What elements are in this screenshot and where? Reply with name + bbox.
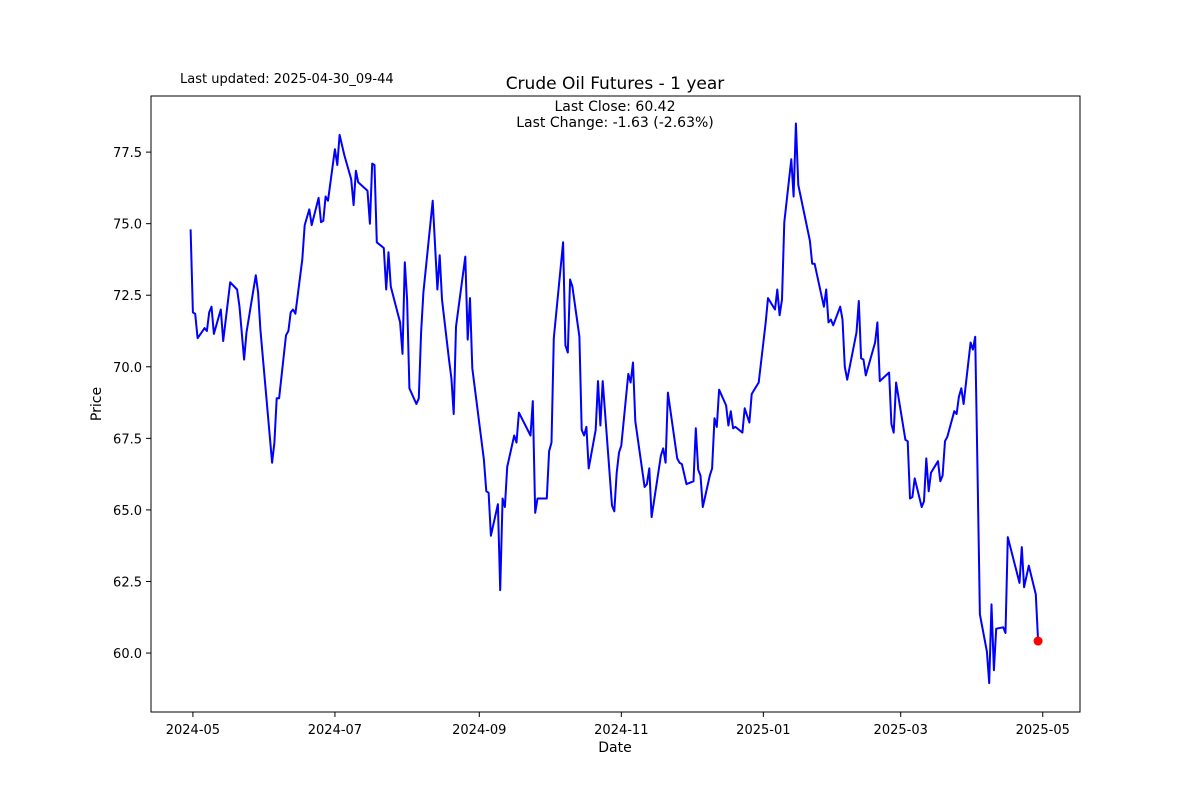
price-series-line — [189, 122, 1040, 685]
y-tick-label: 60.0 — [113, 647, 142, 662]
last-close-marker — [1033, 636, 1043, 646]
last-close-annotation: Last Close: 60.42 — [555, 99, 676, 115]
y-tick-label: 70.0 — [113, 361, 142, 376]
y-axis-label: Price — [89, 387, 105, 421]
chart-title: Crude Oil Futures - 1 year — [506, 74, 725, 94]
y-tick-label: 72.5 — [113, 289, 142, 304]
x-axis-label: Date — [598, 740, 631, 756]
last-updated-label: Last updated: 2025-04-30_09-44 — [180, 72, 394, 87]
y-tick-label: 67.5 — [113, 432, 142, 447]
last-change-annotation: Last Change: -1.63 (-2.63%) — [516, 115, 714, 131]
plot-frame — [150, 95, 1081, 713]
x-tick-label: 2025-01 — [736, 723, 790, 738]
y-tick-label: 65.0 — [113, 504, 142, 519]
x-tick-label: 2025-05 — [1016, 723, 1070, 738]
y-tick-label: 75.0 — [113, 218, 142, 233]
x-tick-label: 2024-11 — [594, 723, 648, 738]
x-tick-label: 2024-09 — [452, 723, 506, 738]
x-tick-label: 2025-03 — [874, 723, 928, 738]
x-tick-label: 2024-07 — [308, 723, 362, 738]
y-tick-label: 77.5 — [113, 146, 142, 161]
y-tick-label: 62.5 — [113, 575, 142, 590]
x-tick-label: 2024-05 — [166, 723, 220, 738]
